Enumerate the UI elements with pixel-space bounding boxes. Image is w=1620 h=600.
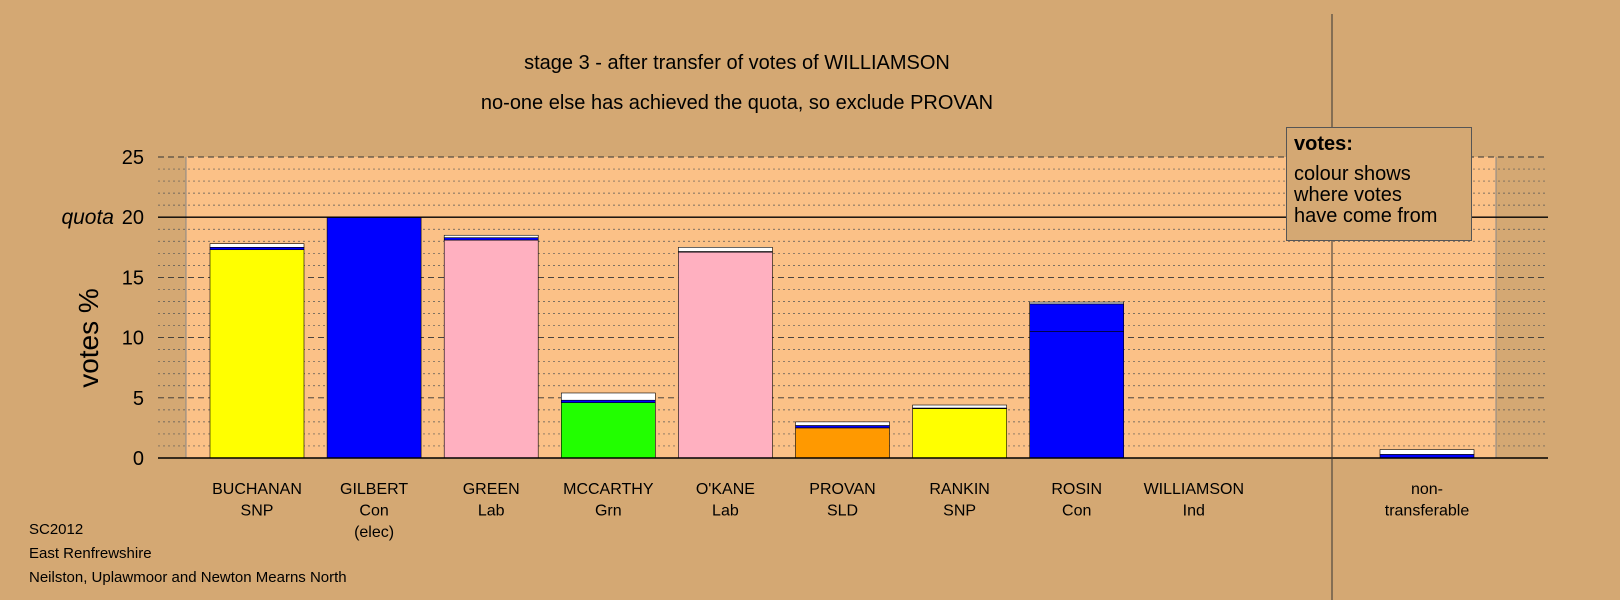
y-tick-label: 15 — [122, 267, 144, 289]
legend-line: have come from — [1294, 205, 1438, 227]
y-tick-label: 20 — [122, 207, 144, 229]
footer-year: SC2012 — [29, 521, 84, 538]
legend-line: where votes — [1294, 184, 1402, 206]
legend-title: votes: — [1294, 133, 1353, 155]
y-tick-label: 10 — [122, 328, 144, 350]
chart-subtitle: no-one else has achieved the quota, so e… — [480, 92, 994, 114]
bar-segment — [1029, 301, 1124, 305]
category-label: MCCARTHY — [563, 481, 654, 498]
bar-segment — [1379, 449, 1475, 455]
category-label: PROVAN — [809, 481, 875, 498]
bar-segment — [560, 402, 656, 459]
bar-segment — [912, 404, 1007, 409]
chart-title: stage 3 - after transfer of votes of WIL… — [524, 52, 950, 74]
bar-segment — [795, 421, 890, 426]
category-label: Lab — [712, 503, 739, 520]
category-label: BUCHANAN — [212, 481, 302, 498]
y-tick-label: 5 — [133, 388, 144, 410]
category-label: SLD — [827, 503, 858, 520]
category-label: RANKIN — [929, 481, 989, 498]
bar-segment — [443, 234, 539, 238]
legend-line: colour shows — [1294, 163, 1411, 185]
legend: votes: colour shows where votes have com… — [1286, 127, 1472, 241]
category-label: WILLIAMSON — [1144, 481, 1244, 498]
bar-segment — [912, 408, 1007, 459]
quota-label: quota — [61, 206, 114, 229]
bar-segment — [443, 239, 539, 459]
footer-council: East Renfrewshire — [29, 545, 152, 562]
bar-segment — [209, 249, 305, 459]
bar-segment — [209, 243, 305, 248]
footer-ward: Neilston, Uplawmoor and Newton Mearns No… — [29, 569, 347, 586]
category-label: Con — [359, 503, 388, 520]
category-label: GILBERT — [340, 481, 408, 498]
bar-segment — [443, 237, 539, 241]
bar-segment — [678, 247, 773, 252]
bar-segment — [209, 247, 305, 251]
category-label: SNP — [943, 503, 976, 520]
y-tick-label: 0 — [133, 448, 144, 470]
bar-segment — [1029, 331, 1124, 459]
category-label: Con — [1062, 503, 1091, 520]
bar-segment — [326, 216, 422, 459]
category-label: ROSIN — [1051, 481, 1102, 498]
category-label: Lab — [478, 503, 505, 520]
y-axis-label: votes % — [73, 288, 104, 388]
bar-segment — [560, 399, 656, 403]
bar-segment — [560, 392, 656, 401]
bar-segment — [678, 251, 773, 459]
category-label: (elec) — [354, 524, 394, 541]
category-label: O'KANE — [696, 481, 755, 498]
category-label: GREEN — [463, 481, 520, 498]
category-label: SNP — [241, 503, 274, 520]
category-label: non- — [1411, 481, 1443, 498]
bar-segment — [1029, 303, 1124, 332]
bar-segment — [795, 425, 890, 429]
y-tick-label: 25 — [122, 147, 144, 169]
category-label: Ind — [1183, 503, 1205, 520]
category-label: Grn — [595, 503, 622, 520]
category-label: transferable — [1385, 503, 1470, 520]
bar-segment — [795, 427, 890, 459]
